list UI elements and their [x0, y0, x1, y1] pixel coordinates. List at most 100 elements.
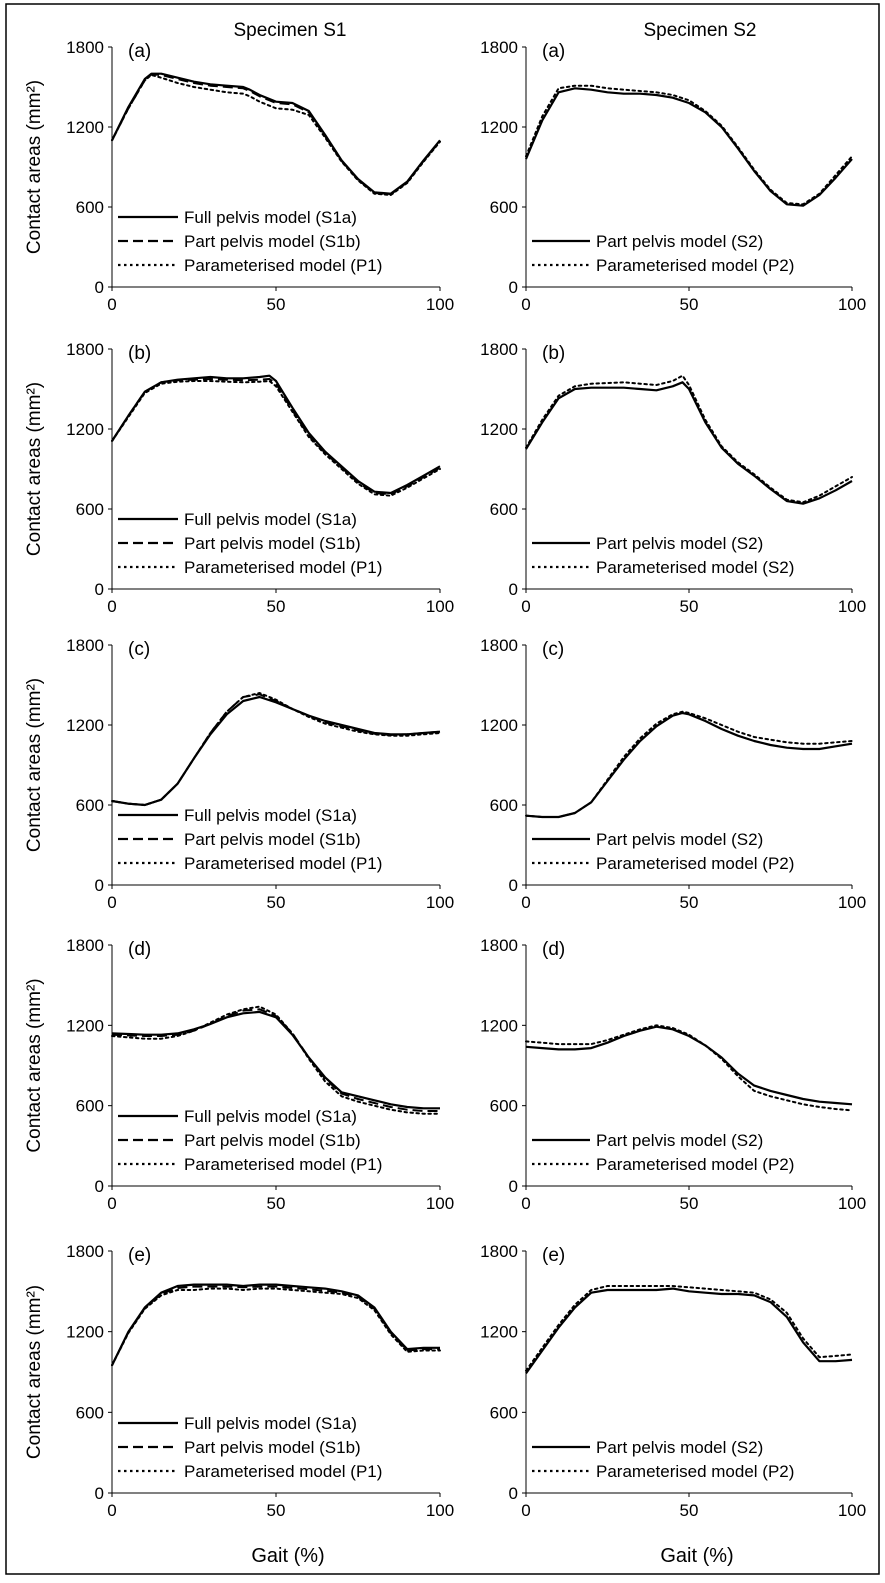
series-line-dashed — [111, 73, 441, 196]
x-tick-label: 50 — [680, 597, 699, 616]
series-line-solid — [111, 1010, 440, 1110]
panel-label: (b) — [128, 343, 151, 364]
panel-label: (a) — [128, 41, 151, 62]
y-tick-label: 1200 — [66, 1016, 104, 1035]
chart-panel-1: 0 600 1200 1800 0 50 100 Contact areas (mm²) (a)… — [24, 38, 454, 314]
series-line-solid — [111, 1283, 440, 1366]
y-tick-label: 600 — [490, 500, 518, 519]
legend-label: Parameterised model (P1) — [184, 854, 382, 873]
x-tick-label: 100 — [426, 1501, 454, 1520]
series-line-dotted — [111, 692, 441, 806]
legend-label: Full pelvis model (S1a) — [184, 1414, 357, 1433]
legend-label: Full pelvis model (S1a) — [184, 208, 357, 227]
legend-label: Part pelvis model (S1b) — [184, 1438, 361, 1457]
series-line-dashed — [111, 378, 441, 496]
y-tick-label: 600 — [490, 1097, 518, 1116]
y-tick-label: 1800 — [480, 936, 518, 955]
x-tick-label: 0 — [107, 1501, 116, 1520]
y-tick-label: 1800 — [66, 340, 104, 359]
y-tick-label: 1200 — [480, 1016, 518, 1035]
y-tick-label: 1800 — [480, 38, 518, 57]
x-axis-label-s1: Gait (%) — [251, 1545, 324, 1567]
legend-label: Parameterised model (P1) — [184, 1462, 382, 1481]
chart-panel-8: 0 600 1200 1800 0 50 100 (d) Part pelvis model (… — [480, 936, 866, 1213]
series-line-dotted — [525, 1285, 853, 1372]
y-axis-label: Contact areas (mm²) — [24, 678, 45, 852]
y-tick-label: 600 — [490, 1403, 518, 1422]
x-tick-label: 50 — [680, 1194, 699, 1213]
y-tick-label: 600 — [490, 796, 518, 815]
x-tick-label: 100 — [426, 893, 454, 912]
legend-label: Parameterised model (P2) — [596, 256, 794, 275]
series-line-solid — [525, 711, 853, 819]
legend-label: Part pelvis model (S1b) — [184, 830, 361, 849]
y-tick-label: 1800 — [66, 636, 104, 655]
x-tick-label: 0 — [107, 893, 116, 912]
series-line-dotted — [111, 1287, 441, 1367]
x-tick-label: 0 — [521, 295, 530, 314]
x-tick-label: 100 — [838, 295, 866, 314]
y-tick-label: 600 — [490, 198, 518, 217]
y-tick-label: 1200 — [480, 716, 518, 735]
series-line-dotted — [525, 1024, 853, 1112]
legend-label: Parameterised model (P2) — [596, 1462, 794, 1481]
y-tick-label: 1800 — [66, 38, 104, 57]
x-tick-label: 0 — [521, 597, 530, 616]
legend-label: Full pelvis model (S1a) — [184, 806, 357, 825]
series-line-dashed — [111, 1285, 440, 1366]
figure-border — [5, 3, 880, 1575]
legend-label: Part pelvis model (S2) — [596, 1131, 763, 1150]
x-tick-label: 100 — [426, 597, 454, 616]
y-tick-label: 600 — [76, 1097, 104, 1116]
y-tick-label: 1800 — [66, 1242, 104, 1261]
y-tick-label: 0 — [95, 580, 104, 599]
y-axis-label: Contact areas (mm²) — [24, 80, 45, 254]
x-tick-label: 0 — [107, 597, 116, 616]
series-line-dotted — [525, 710, 853, 818]
y-tick-label: 1200 — [480, 420, 518, 439]
series-line-dotted — [111, 1005, 441, 1115]
panel-label: (e) — [542, 1245, 565, 1266]
panel-label: (b) — [542, 343, 565, 364]
x-tick-label: 50 — [680, 893, 699, 912]
y-tick-label: 1800 — [480, 1242, 518, 1261]
x-axis-label-s2: Gait (%) — [660, 1545, 733, 1567]
x-tick-label: 50 — [267, 1194, 286, 1213]
chart-panel-5: 0 600 1200 1800 0 50 100 Contact areas (mm²) (c)… — [24, 636, 454, 912]
x-tick-label: 0 — [521, 1501, 530, 1520]
x-tick-label: 50 — [267, 295, 286, 314]
series-line-solid — [111, 374, 441, 495]
panel-label: (a) — [542, 41, 565, 62]
y-tick-label: 1200 — [480, 1323, 518, 1342]
y-tick-label: 600 — [76, 500, 104, 519]
chart-panel-2: 0 600 1200 1800 0 50 100 (a) Part pelvis model (… — [480, 38, 866, 314]
x-tick-label: 50 — [680, 1501, 699, 1520]
legend-label: Part pelvis model (S2) — [596, 1438, 763, 1457]
y-tick-label: 1800 — [480, 636, 518, 655]
y-tick-label: 600 — [76, 198, 104, 217]
panel-label: (e) — [128, 1245, 151, 1266]
legend-label: Part pelvis model (S1b) — [184, 534, 361, 553]
y-tick-label: 0 — [95, 1484, 104, 1503]
y-axis-label: Contact areas (mm²) — [24, 978, 45, 1152]
y-tick-label: 0 — [509, 1177, 518, 1196]
y-tick-label: 1200 — [66, 420, 104, 439]
y-tick-label: 0 — [509, 876, 518, 895]
x-tick-label: 0 — [107, 295, 116, 314]
y-axis-label: Contact areas (mm²) — [24, 382, 45, 556]
legend-label: Parameterised model (S2) — [596, 558, 794, 577]
chart-panel-3: 0 600 1200 1800 0 50 100 Contact areas (mm²) (b)… — [24, 340, 454, 616]
y-tick-label: 0 — [95, 1177, 104, 1196]
legend-label: Full pelvis model (S1a) — [184, 510, 357, 529]
series-line-dotted — [111, 380, 441, 497]
legend-label: Parameterised model (P1) — [184, 1155, 382, 1174]
panels: 0 600 1200 1800 0 50 100 Contact areas (mm²) (a)… — [24, 38, 866, 1520]
legend-label: Part pelvis model (S1b) — [184, 232, 361, 251]
y-tick-label: 0 — [95, 278, 104, 297]
legend-label: Parameterised model (P1) — [184, 256, 382, 275]
y-tick-label: 1200 — [66, 716, 104, 735]
x-tick-label: 0 — [521, 893, 530, 912]
series-line-solid — [524, 87, 853, 207]
x-tick-label: 50 — [267, 893, 286, 912]
